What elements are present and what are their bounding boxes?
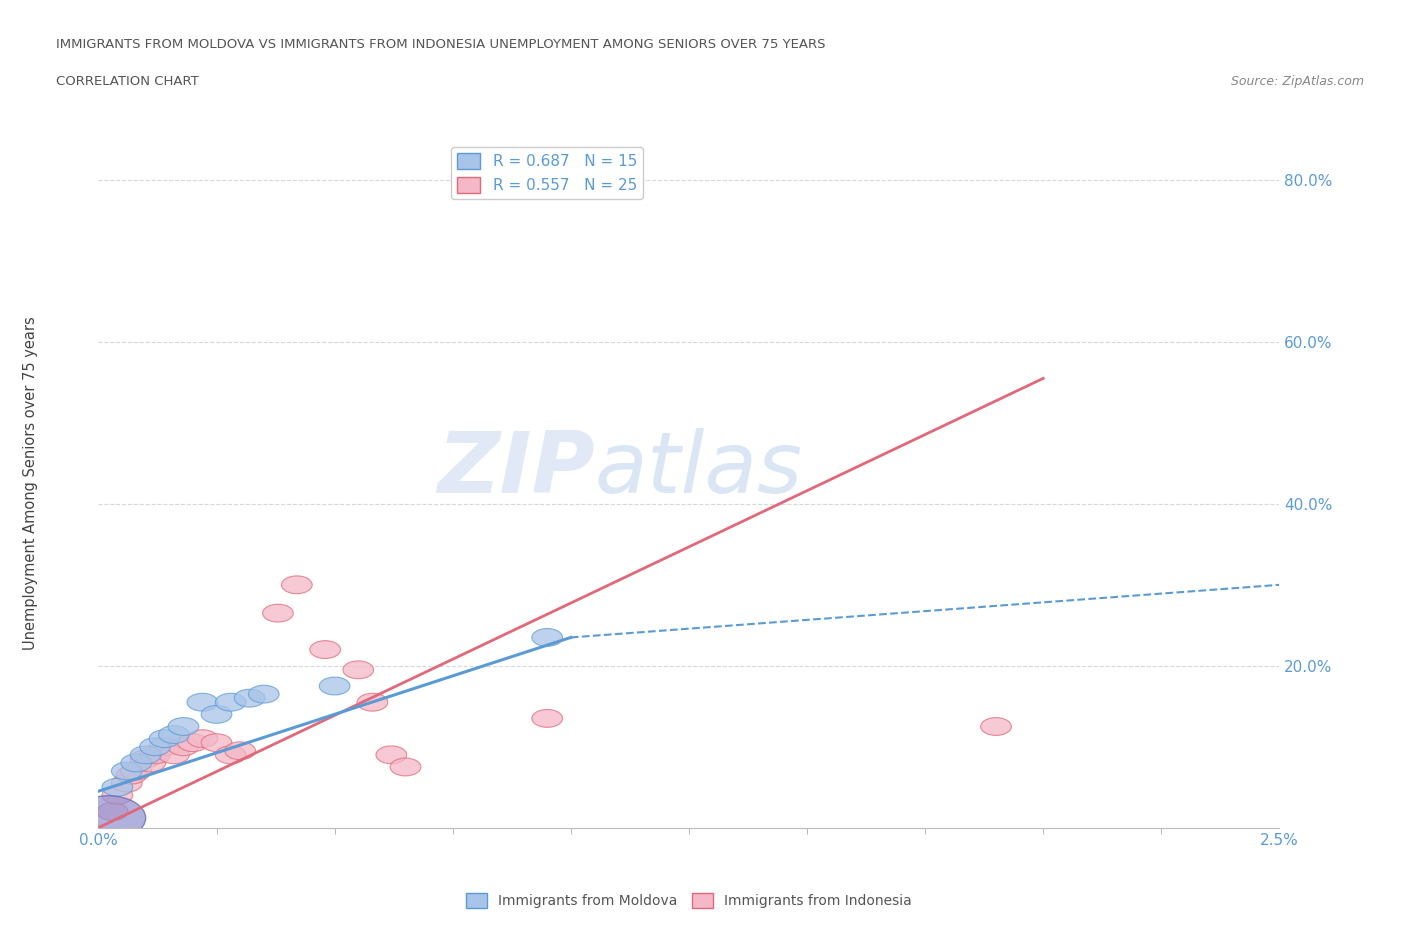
Text: IMMIGRANTS FROM MOLDOVA VS IMMIGRANTS FROM INDONESIA UNEMPLOYMENT AMONG SENIORS : IMMIGRANTS FROM MOLDOVA VS IMMIGRANTS FR… bbox=[56, 38, 825, 51]
Ellipse shape bbox=[201, 734, 232, 751]
Text: ZIP: ZIP bbox=[437, 429, 595, 512]
Ellipse shape bbox=[531, 629, 562, 646]
Ellipse shape bbox=[309, 641, 340, 658]
Text: Source: ZipAtlas.com: Source: ZipAtlas.com bbox=[1230, 75, 1364, 88]
Legend: Immigrants from Moldova, Immigrants from Indonesia: Immigrants from Moldova, Immigrants from… bbox=[461, 888, 917, 914]
Ellipse shape bbox=[389, 758, 420, 776]
Ellipse shape bbox=[215, 693, 246, 711]
Ellipse shape bbox=[121, 754, 152, 772]
Ellipse shape bbox=[201, 706, 232, 724]
Ellipse shape bbox=[263, 604, 294, 622]
Ellipse shape bbox=[111, 775, 142, 792]
Ellipse shape bbox=[149, 730, 180, 748]
Ellipse shape bbox=[121, 762, 152, 780]
Ellipse shape bbox=[103, 787, 132, 804]
Ellipse shape bbox=[159, 725, 190, 743]
Ellipse shape bbox=[980, 718, 1011, 736]
Ellipse shape bbox=[177, 734, 208, 751]
Ellipse shape bbox=[531, 710, 562, 727]
Ellipse shape bbox=[139, 746, 170, 764]
Legend: R = 0.687   N = 15, R = 0.557   N = 25: R = 0.687 N = 15, R = 0.557 N = 25 bbox=[451, 147, 643, 199]
Ellipse shape bbox=[187, 730, 218, 748]
Ellipse shape bbox=[169, 718, 198, 736]
Ellipse shape bbox=[281, 576, 312, 593]
Ellipse shape bbox=[159, 746, 190, 764]
Text: CORRELATION CHART: CORRELATION CHART bbox=[56, 75, 200, 88]
Ellipse shape bbox=[235, 689, 264, 707]
Ellipse shape bbox=[117, 766, 146, 784]
Ellipse shape bbox=[249, 685, 280, 703]
Ellipse shape bbox=[97, 803, 128, 820]
Ellipse shape bbox=[135, 754, 166, 772]
Ellipse shape bbox=[131, 746, 162, 764]
Ellipse shape bbox=[131, 750, 162, 768]
Ellipse shape bbox=[225, 742, 256, 760]
Ellipse shape bbox=[319, 677, 350, 695]
Ellipse shape bbox=[187, 693, 218, 711]
Ellipse shape bbox=[149, 737, 180, 756]
Ellipse shape bbox=[70, 796, 146, 840]
Ellipse shape bbox=[169, 737, 198, 756]
Ellipse shape bbox=[357, 693, 388, 711]
Text: Unemployment Among Seniors over 75 years: Unemployment Among Seniors over 75 years bbox=[24, 317, 38, 650]
Ellipse shape bbox=[343, 661, 374, 679]
Ellipse shape bbox=[375, 746, 406, 764]
Ellipse shape bbox=[111, 762, 142, 780]
Ellipse shape bbox=[103, 778, 132, 796]
Ellipse shape bbox=[139, 737, 170, 756]
Ellipse shape bbox=[215, 746, 246, 764]
Text: atlas: atlas bbox=[595, 429, 803, 512]
